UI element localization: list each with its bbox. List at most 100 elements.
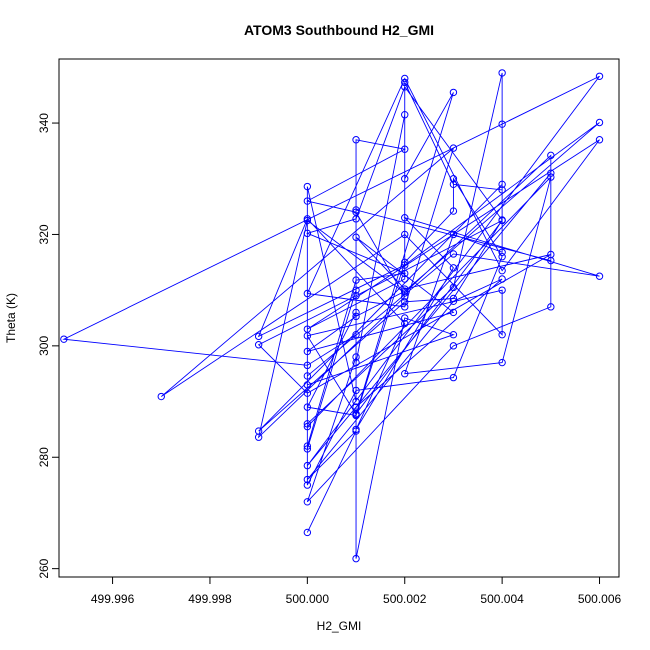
data-point (401, 214, 409, 222)
data-point (498, 69, 506, 77)
data-point (352, 233, 360, 241)
data-point (401, 298, 409, 306)
data-point (498, 266, 506, 275)
data-point (303, 528, 312, 537)
data-point (498, 248, 506, 256)
data-point (449, 250, 458, 258)
data-point (401, 303, 409, 311)
data-point (547, 173, 555, 181)
data-point (401, 83, 409, 91)
data-point (449, 294, 458, 303)
data-point (449, 230, 458, 239)
data-point (401, 258, 409, 266)
series-line (62, 72, 600, 559)
y-tick-label: 340 (37, 113, 51, 133)
data-point (449, 144, 458, 152)
data-point (595, 272, 604, 280)
data-point (254, 341, 263, 349)
series-layer (60, 69, 604, 563)
data-point (498, 253, 506, 261)
y-axis-label: Theta (K) (4, 293, 18, 343)
data-point (303, 481, 312, 489)
data-point (449, 297, 458, 305)
data-point (303, 197, 312, 205)
data-point (547, 250, 555, 259)
data-point (60, 335, 68, 343)
data-point (547, 303, 555, 311)
data-point (547, 151, 555, 160)
data-point (303, 372, 312, 380)
data-point (352, 292, 360, 300)
data-point (303, 445, 312, 453)
x-tick-label: 499.998 (188, 592, 232, 606)
data-point (401, 230, 409, 239)
data-point (449, 331, 458, 339)
data-point (157, 392, 165, 401)
data-point (303, 347, 312, 356)
data-point (352, 308, 360, 317)
data-point (303, 361, 312, 370)
data-point (352, 358, 360, 367)
data-point (401, 319, 409, 328)
y-axis: 260 280 300 320 340 (37, 113, 60, 579)
y-tick-label: 260 (37, 558, 51, 578)
data-point (401, 275, 409, 283)
data-point (449, 207, 458, 215)
data-point (498, 180, 506, 189)
data-point (449, 342, 458, 350)
data-point (401, 314, 409, 322)
data-point (352, 286, 360, 294)
data-point (303, 325, 312, 333)
data-point (449, 283, 458, 292)
data-point (401, 145, 409, 153)
data-point (401, 370, 409, 378)
x-tick-label: 500.000 (286, 592, 330, 606)
data-point (303, 442, 312, 450)
data-point (595, 136, 604, 144)
data-point (498, 275, 506, 283)
data-point (254, 332, 263, 341)
data-point (401, 111, 409, 119)
data-point (303, 498, 312, 506)
data-point (595, 118, 604, 127)
data-point (352, 410, 360, 418)
data-point (498, 216, 506, 225)
data-point (401, 74, 409, 83)
data-point (401, 293, 409, 301)
data-point (352, 136, 360, 144)
x-axis-label: H2_GMI (317, 619, 362, 633)
data-point (254, 427, 263, 435)
data-point (401, 261, 409, 269)
data-point (498, 286, 506, 294)
data-point (303, 229, 312, 238)
y-tick-label: 320 (37, 224, 51, 244)
x-tick-label: 500.002 (383, 592, 427, 606)
data-point (303, 422, 312, 431)
data-point (303, 420, 312, 428)
y-tick-label: 280 (37, 447, 51, 467)
data-point (449, 264, 458, 272)
data-point (449, 175, 458, 183)
data-point (303, 389, 312, 397)
data-point (303, 403, 312, 411)
data-point (352, 215, 360, 223)
data-point (498, 186, 506, 194)
data-point (449, 88, 458, 97)
data-point (303, 289, 312, 298)
data-point (352, 397, 360, 406)
data-point (498, 120, 506, 128)
data-point (303, 182, 312, 191)
data-point (352, 554, 360, 563)
x-tick-label: 500.006 (578, 592, 622, 606)
data-point (352, 425, 360, 434)
x-tick-label: 500.004 (480, 592, 524, 606)
data-point (352, 206, 360, 214)
data-point (401, 269, 409, 278)
chart-title: ATOM3 Southbound H2_GMI (244, 22, 434, 38)
data-point (498, 331, 506, 339)
x-axis: 499.996 499.998 500.000 500.002 500.004 500.0… (91, 576, 622, 606)
data-point (303, 215, 312, 223)
data-point (352, 312, 360, 321)
y-tick-label: 300 (37, 336, 51, 356)
